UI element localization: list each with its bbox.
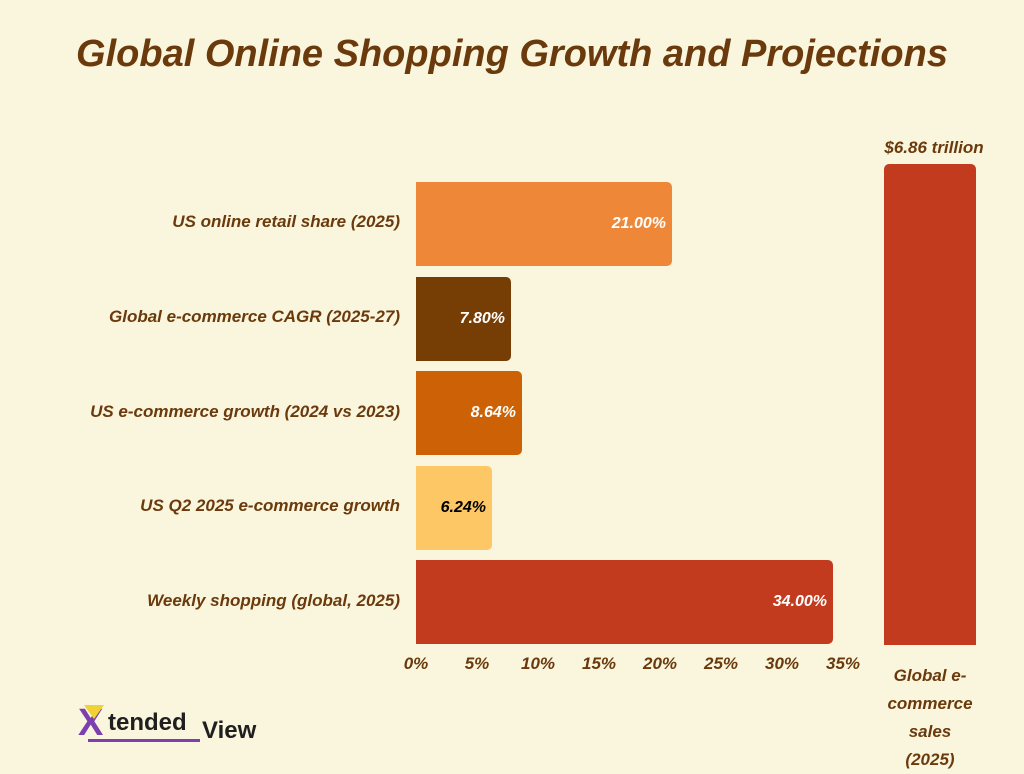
- bar-global-ecommerce-cagr: 7.80%: [416, 277, 511, 361]
- category-label: US online retail share (2025): [172, 212, 400, 231]
- x-tick: 20%: [642, 654, 678, 673]
- bar-us-q2-growth: 6.24%: [416, 466, 492, 550]
- bar-weekly-shopping: 34.00%: [416, 560, 833, 644]
- category-label: Weekly shopping (global, 2025): [147, 591, 400, 610]
- sales-value-label: $6.86 trillion: [884, 138, 984, 157]
- logo-text-view: View: [202, 717, 257, 744]
- category-label: US e-commerce growth (2024 vs 2023): [90, 402, 400, 421]
- x-tick: 0%: [403, 654, 429, 673]
- x-tick: 10%: [520, 654, 556, 673]
- x-tick: 15%: [581, 654, 617, 673]
- bar-value-label: 7.80%: [459, 310, 505, 327]
- logo-text-tended: tended: [108, 709, 187, 736]
- x-tick: 35%: [825, 654, 861, 673]
- x-tick: 25%: [703, 654, 739, 673]
- category-label: Global e-commerce CAGR (2025-27): [109, 307, 400, 326]
- bar-value-label: 8.64%: [470, 404, 516, 421]
- logo-underline: [88, 739, 200, 742]
- bar-us-ecommerce-growth: 8.64%: [416, 371, 522, 455]
- x-tick: 5%: [464, 654, 490, 673]
- bar-value-label: 6.24%: [440, 499, 486, 516]
- sales-category-label: Global e- commerce sales (2025): [887, 666, 973, 769]
- category-label: US Q2 2025 e-commerce growth: [140, 496, 400, 515]
- x-tick: 30%: [764, 654, 800, 673]
- chart-title: Global Online Shopping Growth and Projec…: [76, 33, 948, 75]
- bar-value-label: 21.00%: [611, 215, 666, 232]
- bar-value-label: 34.00%: [772, 593, 827, 610]
- bar-us-online-retail-share: 21.00%: [416, 182, 672, 266]
- bar-global-ecommerce-sales: [884, 164, 976, 645]
